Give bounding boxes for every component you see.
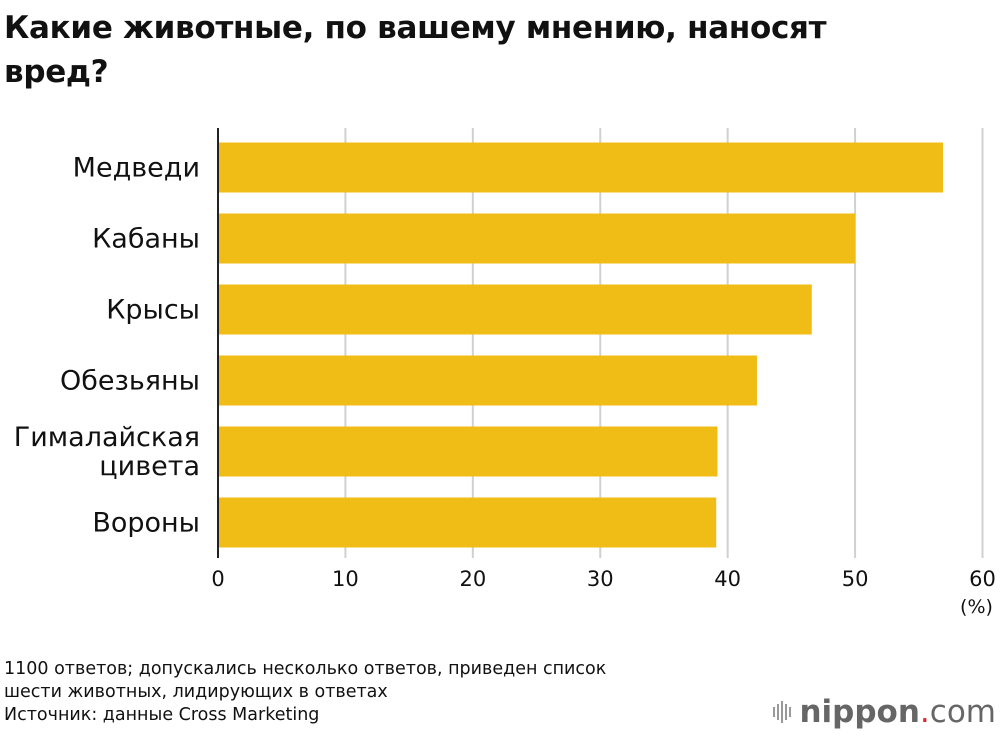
bar — [218, 142, 944, 193]
logo-suffix: com — [929, 694, 996, 730]
x-tick-label: 40 — [714, 567, 741, 591]
category-label: Гималайская — [14, 422, 200, 453]
footnote-line-2: шести животных, лидирующих в ответах — [4, 682, 388, 702]
category-label: цивета — [99, 451, 200, 482]
category-label: Кабаны — [92, 224, 200, 255]
category-label: Обезьяны — [60, 366, 200, 397]
x-tick-label: 60 — [969, 567, 996, 591]
logo-dot: . — [919, 694, 930, 730]
bar — [218, 213, 856, 264]
category-label: Крысы — [106, 295, 200, 326]
bar — [218, 497, 717, 548]
x-unit-label: (%) — [960, 596, 993, 618]
bar — [218, 355, 757, 406]
x-tick-label: 30 — [587, 567, 614, 591]
logo-name: nippon — [799, 694, 920, 730]
footnote-line-1: 1100 ответов; допускались несколько отве… — [4, 659, 607, 679]
category-label: Вороны — [92, 508, 200, 539]
category-label: Медведи — [73, 153, 200, 184]
chart-title: Какие животные, по вашему мнению, нанося… — [4, 10, 827, 90]
x-tick-label: 0 — [211, 567, 224, 591]
bar — [218, 284, 812, 335]
logo-bars-icon — [773, 701, 792, 723]
bar-chart: 0 10 20 30 40 50 60 (%) Медведи Кабаны Крысы Обезья… — [14, 128, 996, 618]
x-tick-label: 10 — [332, 567, 359, 591]
nippon-logo: nippon.com — [773, 694, 996, 730]
x-tick-label: 50 — [842, 567, 869, 591]
bar — [218, 426, 718, 477]
source-note: Источник: данные Cross Marketing — [4, 705, 320, 725]
x-tick-label: 20 — [459, 567, 486, 591]
